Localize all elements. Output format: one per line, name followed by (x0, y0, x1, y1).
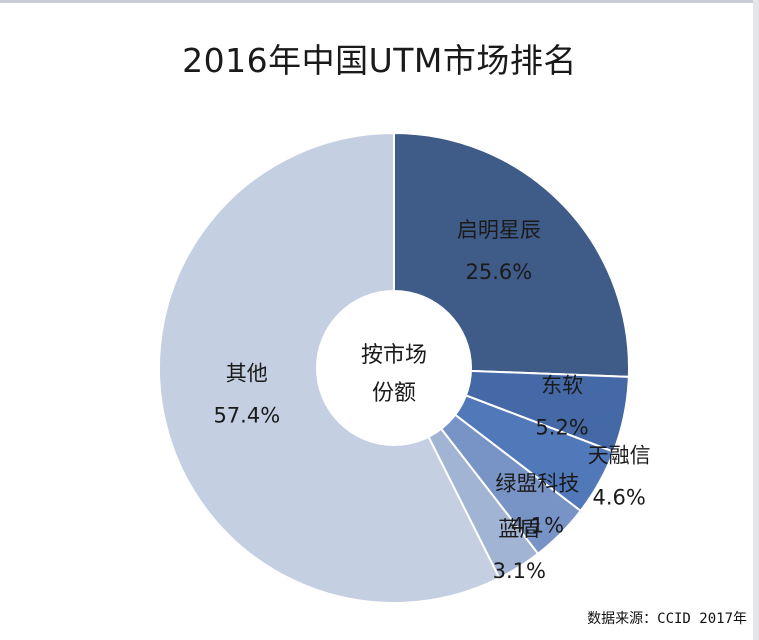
slice-1 (393, 131, 630, 378)
slice-label-1: 启明星辰 (457, 218, 541, 242)
slice-label-6: 其他 (226, 362, 268, 386)
source-note: 数据来源：CCID 2017年 (587, 611, 747, 627)
chart-title: 2016年中国UTM市场排名 (182, 41, 577, 80)
slice-value-3: 4.6% (593, 486, 646, 510)
right-border (753, 0, 759, 640)
slice-value-1: 25.6% (466, 260, 533, 284)
top-border (0, 0, 759, 3)
donut-hole (316, 290, 472, 446)
center-label-line-2: 份额 (372, 381, 416, 406)
center-label-line-1: 按市场 (361, 343, 427, 368)
slice-label-4: 绿盟科技 (495, 472, 579, 496)
slice-value-2: 5.2% (535, 415, 588, 439)
slice-label-2: 东软 (541, 373, 583, 397)
slice-value-6: 57.4% (213, 404, 280, 428)
slice-label-3: 天融信 (588, 444, 651, 468)
slice-value-4: 4.1% (511, 514, 564, 538)
slice-value-5: 3.1% (493, 559, 546, 583)
slice-label-5: 蓝盾 (498, 517, 540, 541)
